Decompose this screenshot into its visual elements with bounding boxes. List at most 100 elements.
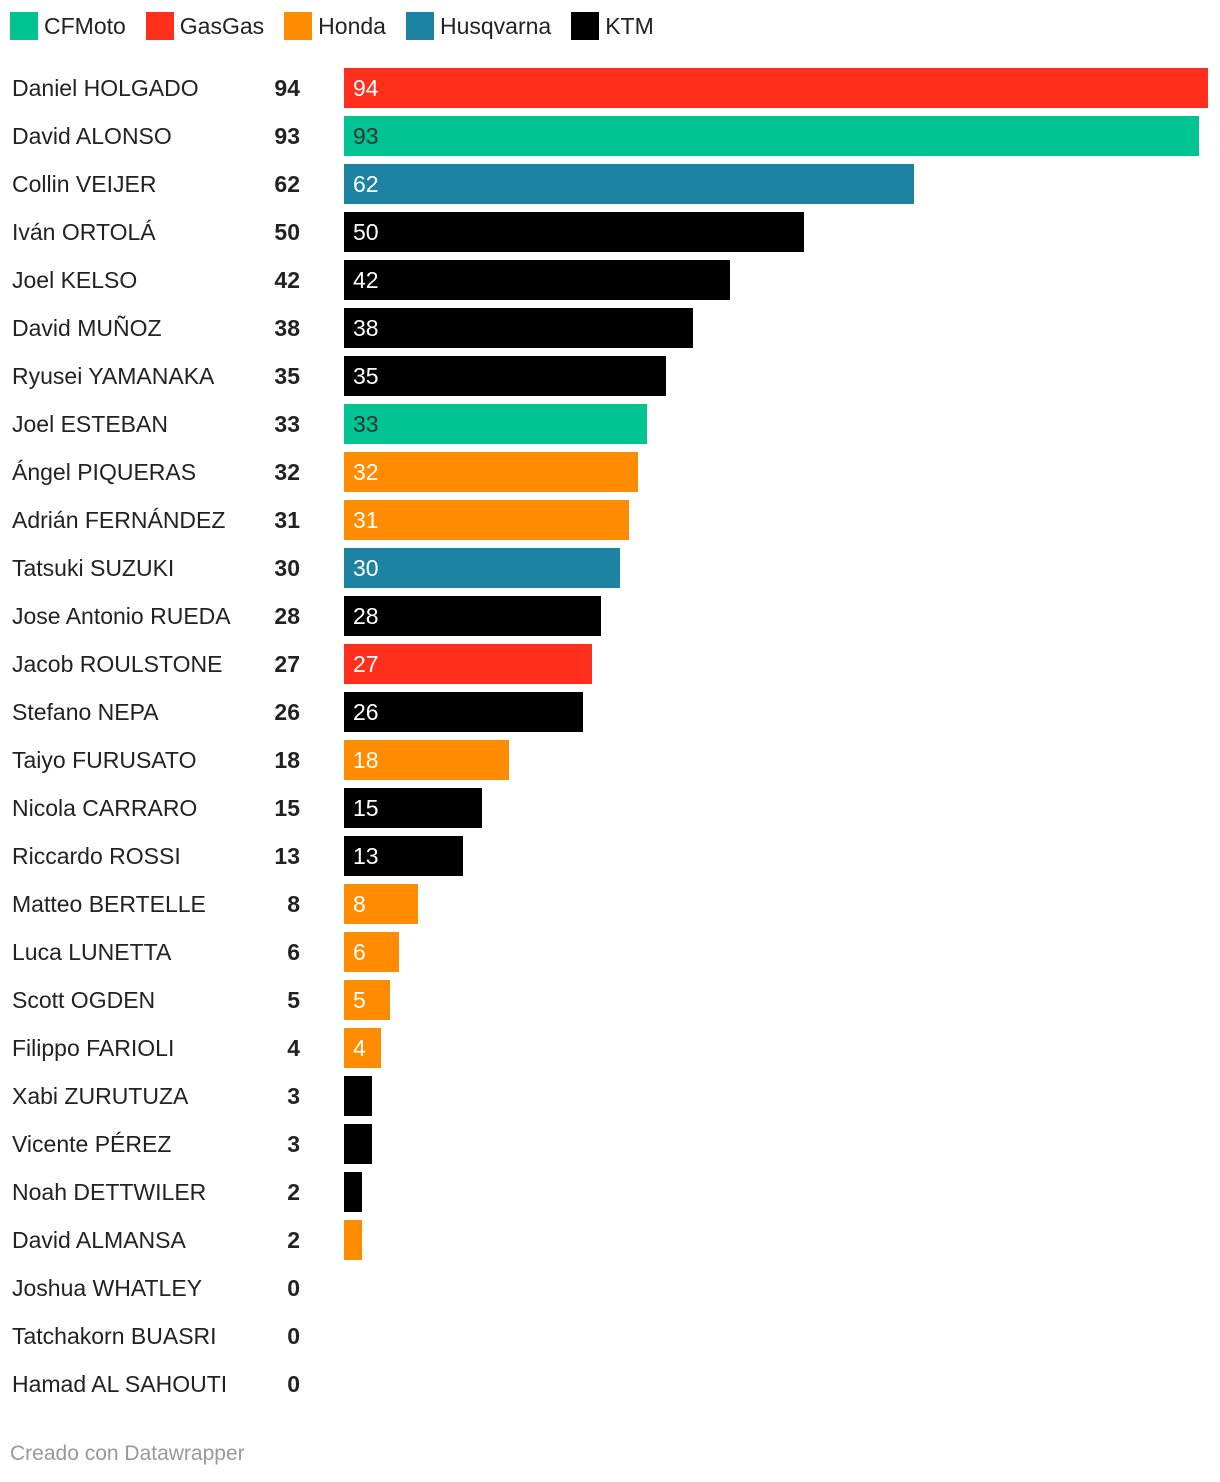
bar: 31 — [344, 500, 629, 540]
bar-row: David ALONSO 93 93 — [0, 116, 1220, 164]
bar-data-label: 94 — [353, 75, 379, 101]
bar: 33 — [344, 404, 647, 444]
bar: 5 — [344, 980, 390, 1020]
value-label: 42 — [274, 267, 300, 293]
bar-data-label: 42 — [353, 267, 379, 293]
category-label: Matteo BERTELLE — [12, 891, 206, 917]
category-label: Jose Antonio RUEDA — [12, 603, 231, 629]
bar-row: Stefano NEPA 26 26 — [0, 692, 1220, 740]
bar-data-label: 50 — [353, 219, 379, 245]
bar-row: Vicente PÉREZ 3 — [0, 1124, 1220, 1172]
category-label: Scott OGDEN — [12, 987, 156, 1013]
category-label: David MUÑOZ — [12, 315, 162, 341]
legend-swatch — [571, 12, 600, 40]
category-label: Noah DETTWILER — [12, 1179, 207, 1205]
category-label: Iván ORTOLÁ — [12, 219, 156, 245]
bar-data-label: 13 — [353, 843, 379, 869]
legend-swatch — [145, 12, 174, 40]
bar-row: Taiyo FURUSATO 18 18 — [0, 740, 1220, 788]
category-label: David ALONSO — [12, 123, 172, 149]
bar-row: Daniel HOLGADO 94 94 — [0, 68, 1220, 116]
category-label: David ALMANSA — [12, 1227, 186, 1253]
bar-row: Ryusei YAMANAKA 35 35 — [0, 356, 1220, 404]
legend-label: GasGas — [179, 12, 265, 39]
value-label: 2 — [287, 1179, 300, 1205]
value-label: 6 — [287, 939, 300, 965]
bar-row: Riccardo ROSSI 13 13 — [0, 836, 1220, 884]
bar-row: Xabi ZURUTUZA 3 — [0, 1076, 1220, 1124]
category-label: Luca LUNETTA — [12, 939, 172, 965]
legend-label: Honda — [318, 12, 386, 39]
bar-data-label: 8 — [353, 891, 366, 917]
bar-row: Scott OGDEN 5 5 — [0, 980, 1220, 1028]
bar-row: Jacob ROULSTONE 27 27 — [0, 644, 1220, 692]
legend-label: KTM — [605, 12, 654, 39]
value-label: 0 — [287, 1323, 300, 1349]
category-label: Taiyo FURUSATO — [12, 747, 197, 773]
value-label: 50 — [274, 219, 300, 245]
bar — [344, 1076, 372, 1116]
bar-data-label: 28 — [353, 603, 379, 629]
legend-label: CFMoto — [44, 12, 126, 39]
category-label: Ángel PIQUERAS — [12, 459, 197, 485]
bar-row: Ángel PIQUERAS 32 32 — [0, 452, 1220, 500]
category-label: Tatchakorn BUASRI — [12, 1323, 217, 1349]
category-label: Joel KELSO — [12, 267, 138, 293]
bar-row: David MUÑOZ 38 38 — [0, 308, 1220, 356]
bar: 28 — [344, 596, 601, 636]
value-label: 3 — [287, 1131, 300, 1157]
category-label: Xabi ZURUTUZA — [12, 1083, 189, 1109]
legend-swatch — [284, 12, 313, 40]
value-label: 33 — [274, 411, 300, 437]
value-label: 15 — [274, 795, 300, 821]
bar-row: Tatchakorn BUASRI 0 — [0, 1316, 1220, 1364]
bar: 93 — [344, 116, 1199, 156]
value-label: 27 — [274, 651, 300, 677]
bar-data-label: 35 — [353, 363, 379, 389]
value-label: 93 — [274, 123, 300, 149]
bar-data-label: 31 — [353, 507, 379, 533]
bar-data-label: 33 — [353, 411, 379, 437]
bar-row: David ALMANSA 2 — [0, 1220, 1220, 1268]
bar-data-label: 93 — [353, 123, 379, 149]
value-label: 38 — [274, 315, 300, 341]
legend-item: GasGas — [145, 12, 265, 40]
bar-data-label: 26 — [353, 699, 379, 725]
category-label: Ryusei YAMANAKA — [12, 363, 215, 389]
value-label: 4 — [287, 1035, 300, 1061]
bar-row: Joshua WHATLEY 0 — [0, 1268, 1220, 1316]
bar — [344, 1124, 372, 1164]
bar: 13 — [344, 836, 463, 876]
bar-row: Noah DETTWILER 2 — [0, 1172, 1220, 1220]
value-label: 8 — [287, 891, 300, 917]
bar-row: Collin VEIJER 62 62 — [0, 164, 1220, 212]
bar: 38 — [344, 308, 693, 348]
bar: 32 — [344, 452, 638, 492]
legend-swatch — [10, 12, 38, 40]
bar-chart: Daniel HOLGADO 94 94 David ALONSO 93 93 Collin… — [0, 68, 1220, 1397]
bar: 94 — [344, 68, 1208, 108]
category-label: Jacob ROULSTONE — [12, 651, 223, 677]
bar-data-label: 6 — [353, 939, 366, 965]
value-label: 30 — [274, 555, 300, 581]
legend-item: KTM — [571, 12, 654, 40]
category-label: Stefano NEPA — [12, 699, 159, 725]
value-label: 2 — [287, 1227, 300, 1253]
bar-row: Nicola CARRARO 15 15 — [0, 788, 1220, 836]
value-label: 0 — [287, 1371, 300, 1397]
category-label: Joel ESTEBAN — [12, 411, 168, 437]
bar: 30 — [344, 548, 620, 588]
legend: CFMoto GasGas Honda Husqvarna KTM — [10, 8, 674, 44]
value-label: 31 — [274, 507, 300, 533]
bar-data-label: 15 — [353, 795, 379, 821]
bar-data-label: 18 — [353, 747, 379, 773]
value-label: 0 — [287, 1275, 300, 1301]
bar — [344, 1172, 362, 1212]
bar: 62 — [344, 164, 914, 204]
bar-data-label: 30 — [353, 555, 379, 581]
category-label: Collin VEIJER — [12, 171, 157, 197]
value-label: 18 — [274, 747, 300, 773]
bar: 6 — [344, 932, 399, 972]
bar-row: Matteo BERTELLE 8 8 — [0, 884, 1220, 932]
value-label: 5 — [287, 987, 300, 1013]
